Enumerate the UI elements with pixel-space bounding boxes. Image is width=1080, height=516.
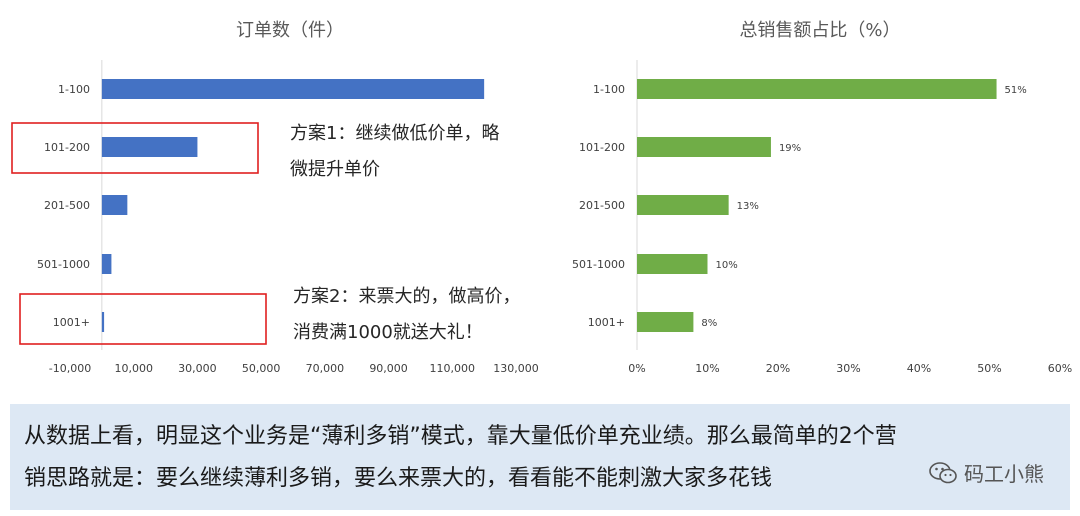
wechat-icon bbox=[929, 461, 957, 483]
share-bar-501-1000 bbox=[637, 254, 708, 274]
sales-share-chart: 1-100 51% 101-200 19% 201-500 13% 501-1000 10% 1… bbox=[572, 60, 1072, 375]
plan2-line2: 消费满1000就送大礼！ bbox=[293, 322, 483, 343]
orders-chart-title: 订单数（件） bbox=[236, 20, 344, 41]
plan2-highlight-box bbox=[19, 293, 267, 345]
share-category-label: 201-500 bbox=[579, 199, 625, 212]
plan1-line2: 微提升单价 bbox=[290, 159, 380, 180]
orders-bar-101-200 bbox=[101, 137, 198, 157]
summary-line1: 从数据上看，明显这个业务是“薄利多销”模式，靠大量低价单充业绩。那么最简单的2个… bbox=[24, 424, 897, 449]
share-x-tick-label: 10% bbox=[695, 362, 719, 375]
orders-x-tick-label: 70,000 bbox=[306, 362, 345, 375]
plan2-line1: 方案2：来票大的，做高价， bbox=[293, 286, 521, 307]
orders-bar-501-1000 bbox=[101, 254, 112, 274]
share-data-label: 8% bbox=[701, 318, 717, 329]
share-category-label: 1-100 bbox=[593, 83, 625, 96]
share-bar-1001+ bbox=[637, 312, 694, 332]
summary-line2: 销思路就是：要么继续薄利多销，要么来票大的，看看能不能刺激大家多花钱 bbox=[24, 466, 773, 491]
watermark: 码工小熊 bbox=[928, 458, 1044, 487]
plan1-highlight-box bbox=[11, 122, 259, 174]
share-x-tick-label: 40% bbox=[907, 362, 931, 375]
orders-category-label: 1-100 bbox=[58, 83, 90, 96]
summary-panel: 从数据上看，明显这个业务是“薄利多销”模式，靠大量低价单充业绩。那么最简单的2个… bbox=[10, 404, 1070, 510]
share-category-label: 501-1000 bbox=[572, 258, 625, 271]
plan1-line1: 方案1：继续做低价单，略 bbox=[290, 123, 500, 144]
share-data-label: 19% bbox=[779, 143, 801, 154]
orders-x-tick-label: 10,000 bbox=[114, 362, 153, 375]
share-bar-201-500 bbox=[637, 195, 729, 215]
orders-bar-201-500 bbox=[101, 195, 128, 215]
share-bar-101-200 bbox=[637, 137, 771, 157]
orders-chart: 1-100 101-200 201-500 501-1000 1001+ -10,000 1… bbox=[37, 60, 539, 375]
share-bar-1-100 bbox=[637, 79, 997, 99]
share-x-tick-label: 30% bbox=[836, 362, 860, 375]
sales-share-chart-title: 总销售额占比（%） bbox=[739, 20, 900, 41]
share-category-label: 101-200 bbox=[579, 141, 625, 154]
orders-category-label: 501-1000 bbox=[37, 258, 90, 271]
orders-x-tick-label: 130,000 bbox=[493, 362, 539, 375]
orders-category-label: 201-500 bbox=[44, 199, 90, 212]
plan2-annotation: 方案2：来票大的，做高价， 消费满1000就送大礼！ bbox=[293, 279, 520, 351]
orders-x-tick-label: 90,000 bbox=[369, 362, 408, 375]
orders-x-tick-label: 110,000 bbox=[430, 362, 476, 375]
share-data-label: 10% bbox=[716, 260, 738, 271]
orders-category-label: 101-200 bbox=[44, 141, 90, 154]
share-category-label: 1001+ bbox=[588, 316, 625, 329]
orders-bar-1-100 bbox=[101, 79, 485, 99]
plan1-annotation: 方案1：继续做低价单，略 微提升单价 bbox=[290, 116, 499, 188]
share-x-tick-label: 20% bbox=[766, 362, 790, 375]
orders-x-tick-label: 50,000 bbox=[242, 362, 281, 375]
orders-x-tick-label: -10,000 bbox=[49, 362, 91, 375]
share-data-label: 13% bbox=[737, 201, 759, 212]
share-x-tick-label: 50% bbox=[977, 362, 1001, 375]
watermark-text: 码工小熊 bbox=[964, 462, 1044, 486]
orders-bar-1001+ bbox=[101, 312, 105, 332]
charts-canvas: 订单数（件） 总销售额占比（%） 1-100 101-200 201-500 501-… bbox=[11, 20, 1072, 375]
share-x-tick-label: 0% bbox=[628, 362, 645, 375]
orders-x-tick-label: 30,000 bbox=[178, 362, 217, 375]
orders-category-label: 1001+ bbox=[53, 316, 90, 329]
share-data-label: 51% bbox=[1005, 85, 1027, 96]
share-x-tick-label: 60% bbox=[1048, 362, 1072, 375]
